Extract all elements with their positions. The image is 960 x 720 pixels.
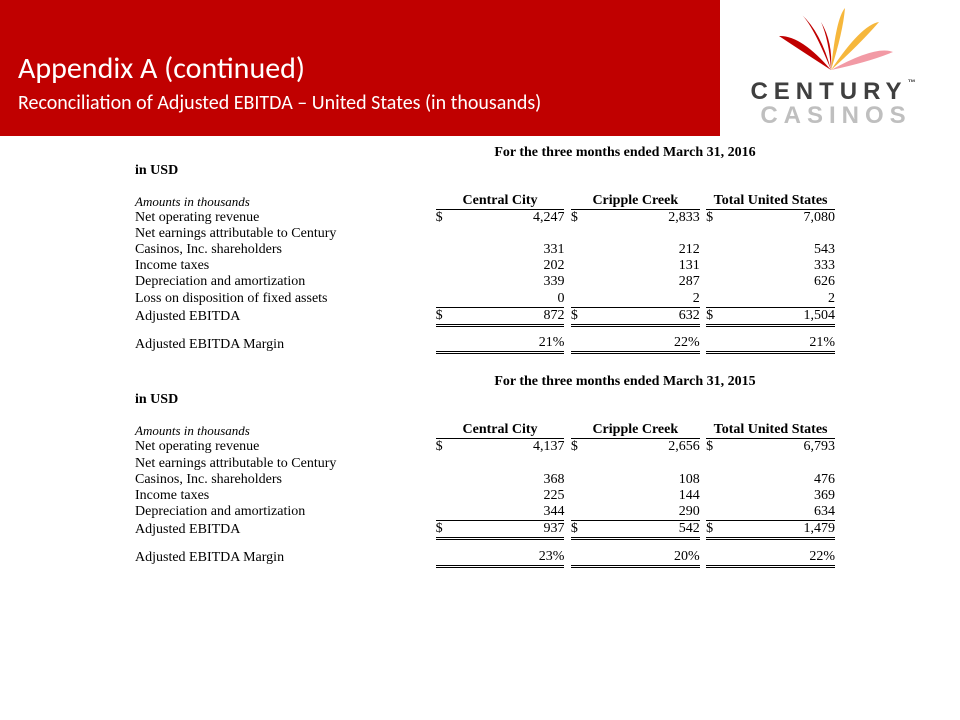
table-row: Casinos, Inc. shareholders 368 108 476: [135, 472, 835, 488]
financial-table: Amounts in thousands Central City Crippl…: [135, 193, 835, 354]
col-total-us: Total United States: [706, 193, 835, 210]
period-header: For the three months ended March 31, 201…: [415, 145, 835, 161]
period-header: For the three months ended March 31, 201…: [415, 374, 835, 390]
col-cripple-creek: Cripple Creek: [571, 422, 700, 439]
col-central-city: Central City: [436, 193, 565, 210]
table-row: Adjusted EBITDA $872 $632 $1,504: [135, 307, 835, 325]
logo-burst-icon: [766, 8, 906, 78]
table-row: Income taxes 202 131 333: [135, 258, 835, 274]
table-row: Net earnings attributable to Century: [135, 226, 835, 242]
financial-content: For the three months ended March 31, 201…: [135, 145, 835, 588]
table-row: Loss on disposition of fixed assets 0 2 …: [135, 291, 835, 308]
page-subtitle: Reconciliation of Adjusted EBITDA – Unit…: [18, 91, 702, 115]
trademark-icon: ™: [908, 78, 922, 87]
table-row: Adjusted EBITDA Margin 21% 22% 21%: [135, 335, 835, 353]
column-header-row: Amounts in thousands Central City Crippl…: [135, 193, 835, 210]
table-row: Net operating revenue $4,247 $2,833 $7,0…: [135, 210, 835, 227]
page-title: Appendix A (continued): [18, 50, 702, 87]
table-row: Depreciation and amortization 344 290 63…: [135, 504, 835, 521]
century-casinos-logo: CENTURY™ CASINOS: [726, 8, 946, 130]
in-usd-label: in USD: [135, 163, 835, 179]
column-header-row: Amounts in thousands Central City Crippl…: [135, 422, 835, 439]
col-central-city: Central City: [436, 422, 565, 439]
amounts-label: Amounts in thousands: [135, 422, 436, 439]
amounts-label: Amounts in thousands: [135, 193, 436, 210]
table-row: Casinos, Inc. shareholders 331 212 543: [135, 242, 835, 258]
logo-text-casinos: CASINOS: [726, 102, 946, 130]
table-row: Adjusted EBITDA $937 $542 $1,479: [135, 520, 835, 538]
in-usd-label: in USD: [135, 392, 835, 408]
financial-table: Amounts in thousands Central City Crippl…: [135, 422, 835, 567]
table-row: Net operating revenue $4,137 $2,656 $6,7…: [135, 439, 835, 456]
col-total-us: Total United States: [706, 422, 835, 439]
header-bar: Appendix A (continued) Reconciliation of…: [0, 0, 720, 136]
col-cripple-creek: Cripple Creek: [571, 193, 700, 210]
table-row: Adjusted EBITDA Margin 23% 20% 22%: [135, 549, 835, 567]
period-block: For the three months ended March 31, 201…: [135, 145, 835, 354]
table-row: Income taxes 225 144 369: [135, 488, 835, 504]
table-row: Depreciation and amortization 339 287 62…: [135, 274, 835, 290]
period-block: For the three months ended March 31, 201…: [135, 374, 835, 567]
table-row: Net earnings attributable to Century: [135, 456, 835, 472]
